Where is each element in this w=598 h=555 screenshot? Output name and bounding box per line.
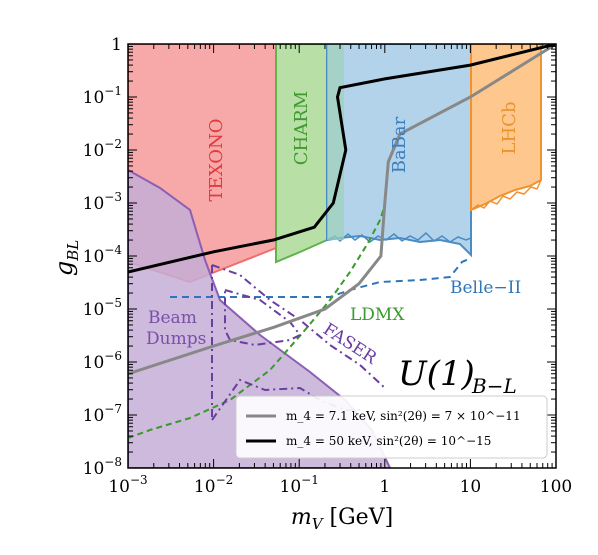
y-tick-label: 10−6 — [83, 349, 122, 373]
y-tick-label: 10−5 — [83, 296, 122, 320]
x-tick-label: 10 — [460, 477, 482, 497]
label-charm: CHARM — [291, 91, 312, 165]
label-babar: BaBar — [389, 116, 410, 173]
projection-ldmx — [128, 204, 386, 439]
label-beam-dumps-2: Dumps — [146, 329, 206, 349]
label-texono: TEXONO — [206, 119, 227, 202]
lhcb-bottom-edge — [470, 179, 542, 211]
axis-ticks — [127, 43, 557, 469]
y-tick-label: 10−8 — [83, 455, 122, 479]
projection-faser — [211, 264, 386, 421]
label-belle-ii: Belle−II — [450, 278, 521, 298]
y-tick-label: 10−4 — [83, 243, 123, 267]
region-charm — [275, 44, 328, 264]
x-tick-label: 10−2 — [194, 473, 233, 497]
label-ldmx: LDMX — [350, 305, 405, 325]
tick-labels: 10−3 10−2 10−1 1 10 100 10−8 10−7 10−6 10−5 10−4 10… — [83, 35, 573, 497]
x-tick-label: 100 — [540, 477, 572, 497]
x-tick-label: 10−3 — [108, 473, 147, 497]
y-tick-label: 10−7 — [83, 402, 122, 426]
projection-belle-ii — [170, 257, 472, 298]
series-line-m4-50keV — [128, 44, 556, 274]
y-axis-label: gBL — [50, 240, 82, 276]
legend-entry-7keV: m_4 = 7.1 keV, sin²(2θ) = 7 × 10^−11 — [286, 409, 521, 423]
legend-entry-50keV: m_4 = 50 keV, sin²(2θ) = 10^−15 — [286, 434, 491, 448]
model-label-subscript: B−L — [471, 374, 517, 398]
label-lhcb: LHCb — [499, 102, 520, 155]
x-axis-label: mV [GeV] — [291, 505, 393, 533]
legend: m_4 = 7.1 keV, sin²(2θ) = 7 × 10^−11 m_4… — [235, 395, 548, 459]
x-tick-label: 10−1 — [280, 473, 319, 497]
label-beam-dumps-1: Beam — [148, 308, 197, 328]
charm-overlap-strip — [327, 44, 344, 240]
babar-bottom-edge — [326, 231, 472, 243]
model-label: U(1) — [398, 354, 475, 394]
y-tick-label: 10−1 — [83, 84, 122, 108]
y-tick-label: 10−3 — [83, 190, 122, 214]
series-line-m4-7keV — [128, 44, 556, 376]
y-tick-label: 1 — [111, 35, 122, 55]
faser-inner — [224, 288, 302, 347]
y-tick-label: 10−2 — [83, 137, 122, 161]
x-tick-label: 1 — [379, 477, 390, 497]
